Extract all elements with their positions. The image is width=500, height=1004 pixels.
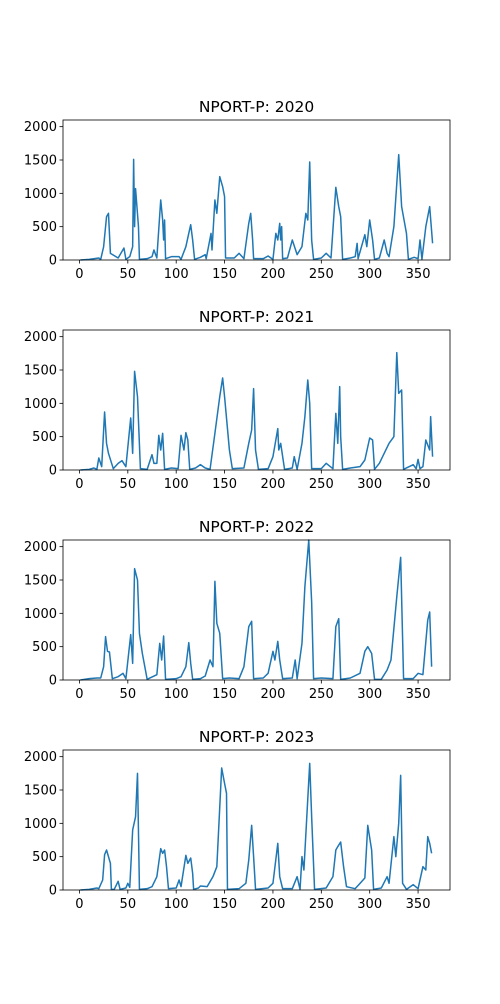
data-line: [80, 153, 434, 261]
x-tick-label: 100: [164, 687, 189, 702]
x-tick-label: 200: [261, 267, 286, 282]
y-tick-label: 0: [49, 884, 57, 899]
plot-frame: [62, 539, 451, 681]
y-tick-label: 2000: [24, 120, 57, 135]
x-tick-label: 350: [406, 897, 431, 912]
x-tick-label: 0: [75, 477, 83, 492]
x-tick-label: 200: [261, 477, 286, 492]
x-tick-label: 0: [75, 897, 83, 912]
chart-title: NPORT-P: 2022: [199, 518, 314, 536]
y-tick-label: 0: [49, 254, 57, 269]
plot-frame: [62, 119, 451, 261]
y-tick-label: 1000: [24, 397, 57, 412]
x-tick-label: 250: [309, 477, 334, 492]
x-tick-label: 300: [357, 477, 382, 492]
chart-title: NPORT-P: 2020: [199, 98, 314, 116]
x-tick-label: 300: [357, 687, 382, 702]
x-tick-label: 50: [120, 267, 137, 282]
x-tick-label: 100: [164, 897, 189, 912]
x-tick-label: 350: [406, 687, 431, 702]
x-tick-label: 50: [120, 897, 137, 912]
x-tick-label: 350: [406, 267, 431, 282]
x-tick-label: 250: [309, 687, 334, 702]
y-tick-label: 0: [49, 674, 57, 689]
y-tick-label: 1500: [24, 574, 57, 589]
x-tick-label: 350: [406, 477, 431, 492]
x-tick-label: 100: [164, 477, 189, 492]
x-tick-label: 300: [357, 267, 382, 282]
chart-title: NPORT-P: 2023: [199, 728, 314, 746]
y-tick-label: 0: [49, 464, 57, 479]
y-tick-label: 2000: [24, 750, 57, 765]
x-tick-label: 250: [309, 897, 334, 912]
y-tick-label: 500: [32, 220, 57, 235]
y-tick-label: 500: [32, 430, 57, 445]
data-line: [80, 762, 433, 891]
y-tick-label: 500: [32, 850, 57, 865]
x-tick-label: 300: [357, 897, 382, 912]
x-tick-label: 150: [212, 267, 237, 282]
y-tick-label: 1500: [24, 784, 57, 799]
data-line: [80, 539, 433, 681]
x-tick-label: 200: [261, 687, 286, 702]
plot-frame: [62, 749, 451, 891]
x-tick-label: 50: [120, 477, 137, 492]
data-line: [80, 351, 434, 471]
y-tick-label: 1000: [24, 817, 57, 832]
y-tick-label: 1500: [24, 154, 57, 169]
chart-title: NPORT-P: 2021: [199, 308, 314, 326]
y-tick-label: 500: [32, 640, 57, 655]
x-tick-label: 200: [261, 897, 286, 912]
x-tick-label: 0: [75, 267, 83, 282]
y-tick-label: 1000: [24, 187, 57, 202]
y-tick-label: 1000: [24, 607, 57, 622]
x-tick-label: 150: [212, 477, 237, 492]
x-tick-label: 250: [309, 267, 334, 282]
x-tick-label: 50: [120, 687, 137, 702]
x-tick-label: 150: [212, 687, 237, 702]
x-tick-label: 0: [75, 687, 83, 702]
x-tick-label: 150: [212, 897, 237, 912]
y-tick-label: 2000: [24, 540, 57, 555]
x-tick-label: 100: [164, 267, 189, 282]
y-tick-label: 1500: [24, 364, 57, 379]
plot-frame: [62, 329, 451, 471]
y-tick-label: 2000: [24, 330, 57, 345]
